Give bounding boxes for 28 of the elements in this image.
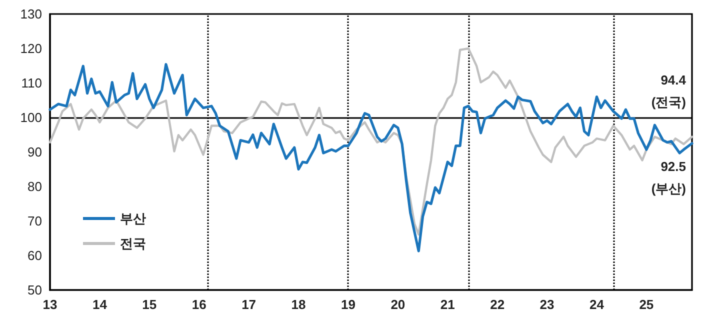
legend-label: 전국: [120, 236, 146, 251]
y-tick-label: 110: [21, 76, 42, 90]
y-tick-label: 90: [28, 144, 42, 160]
y-tick-label: 80: [28, 179, 42, 194]
line-series: [48, 47, 694, 236]
x-tick-label: 22: [490, 297, 505, 312]
annotation: 92.5 (부산): [651, 158, 686, 196]
x-tick-label: 16: [192, 297, 206, 312]
x-tick-label: 13: [42, 297, 58, 312]
x-tick-label: 14: [92, 297, 108, 312]
x-tick-label: 20: [390, 297, 406, 312]
x-tick-label: 15: [142, 297, 157, 312]
line-series: [48, 63, 694, 252]
x-tick-label: 19: [340, 297, 356, 312]
y-tick-label: 100: [20, 110, 42, 125]
x-tick-label: 23: [540, 297, 554, 312]
y-tick-label: 120: [20, 41, 42, 56]
x-tick-label: 17: [242, 297, 256, 312]
x-tick-label: 25: [639, 297, 654, 312]
legend-label: 부산: [120, 211, 146, 226]
x-tick-label: 18: [291, 297, 306, 312]
y-tick-label: 130: [20, 6, 42, 22]
x-tick-label: 24: [590, 297, 605, 312]
y-tick-label: 50: [28, 282, 42, 298]
y-tick-label: 60: [28, 248, 42, 263]
annotation: 94.4 (전국): [651, 72, 687, 110]
y-tick-label: 70: [28, 214, 42, 228]
x-tick-label: 21: [440, 297, 455, 312]
